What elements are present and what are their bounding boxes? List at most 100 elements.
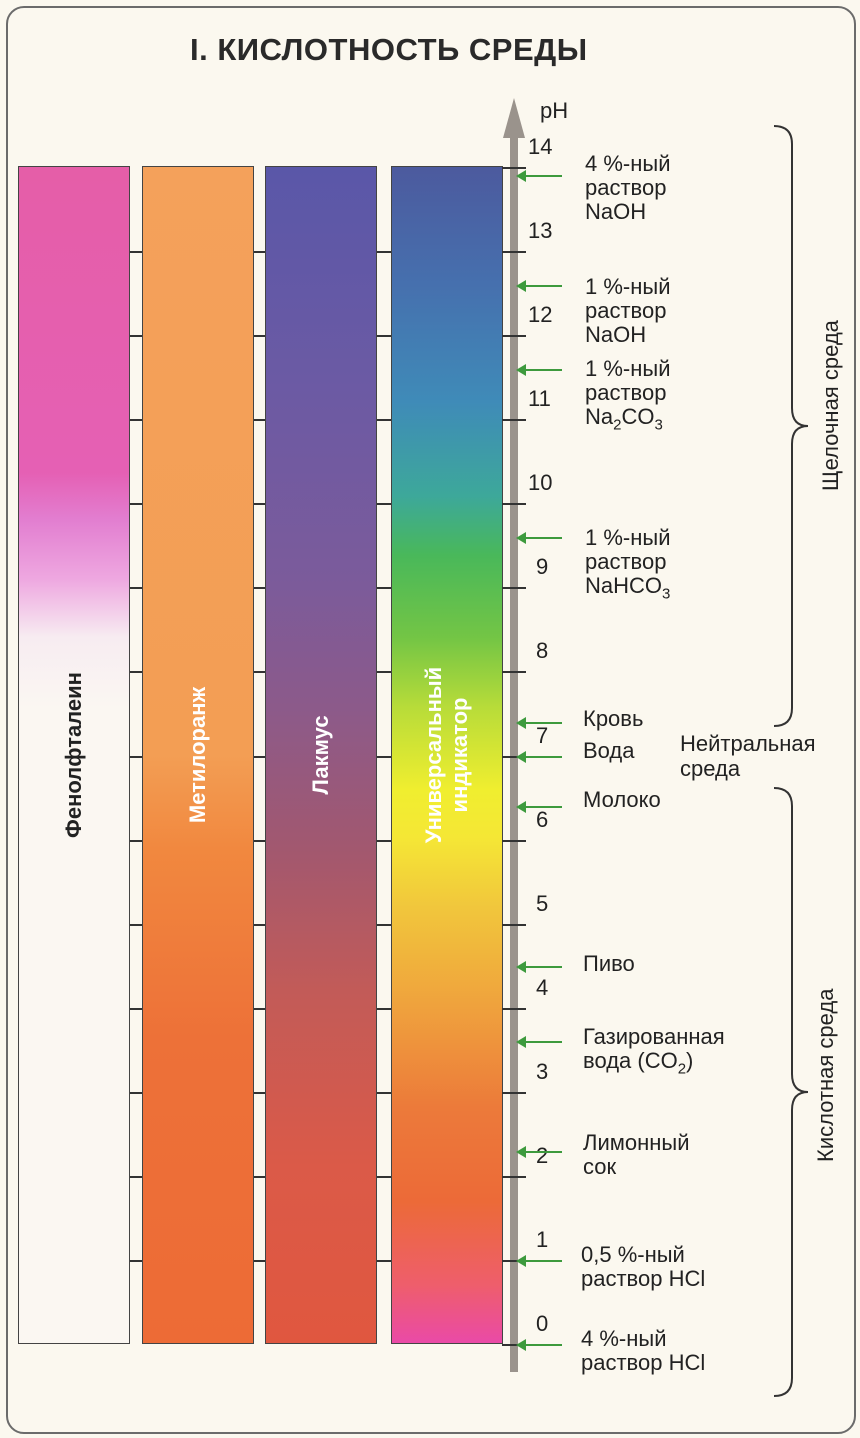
substance-arrow-icon [516, 1254, 562, 1267]
ph-tick-label-4: 4 [536, 974, 549, 1000]
strip-gap-tick [254, 923, 265, 926]
strip-gap-tick [130, 671, 142, 674]
substance-arrow-icon [516, 279, 562, 292]
strip-universal-indicator: Универсальный индикатор [391, 166, 503, 1344]
ph-tick-6 [502, 839, 526, 842]
ph-tick-label-13: 13 [528, 218, 553, 244]
neutral-region-label: Нейтральная среда [680, 731, 816, 781]
strip-gap-tick [254, 1007, 265, 1010]
ph-tick-9 [502, 587, 526, 590]
strip-gap-tick [130, 587, 142, 590]
strip-gap-tick [377, 503, 391, 506]
strip-gap-tick [377, 419, 391, 422]
strip-gap-tick [130, 755, 142, 758]
substance-arrow-icon [516, 363, 562, 376]
substance-soda: Газированная вода (CO2) [583, 1024, 725, 1078]
strip-gap-tick [130, 1091, 142, 1094]
ph-axis-label: pH [540, 98, 569, 123]
strip-gap-tick [254, 419, 265, 422]
ph-tick-label-5: 5 [536, 890, 549, 916]
strip-gap-tick [254, 335, 265, 338]
alkaline-brace [773, 125, 809, 727]
substance-arrow-icon [516, 1145, 562, 1158]
ph-tick-label-1: 1 [536, 1226, 549, 1252]
strip-gap-tick [377, 671, 391, 674]
strip-label-methyl-orange: Метилоранж [185, 686, 210, 824]
page-frame [6, 6, 856, 1434]
strip-gap-tick [130, 839, 142, 842]
ph-tick-label-10: 10 [528, 470, 553, 496]
ph-axis-arrow-icon [503, 98, 525, 138]
acidic-region-label: Кислотная среда [813, 988, 838, 1163]
ph-tick-12 [502, 335, 526, 338]
substance-arrow-icon [516, 960, 562, 973]
ph-tick-label-9: 9 [536, 554, 549, 580]
strip-gap-tick [254, 839, 265, 842]
substance-hcl-4: 4 %-ный раствор HCl [581, 1326, 706, 1375]
substance-arrow-icon [516, 800, 562, 813]
substance-arrow-icon [516, 1339, 562, 1351]
strip-gap-tick [377, 839, 391, 842]
strip-gap-tick [377, 587, 391, 590]
ph-tick-1 [502, 1259, 526, 1262]
strip-litmus: Лакмус [265, 166, 377, 1344]
ph-tick-label-8: 8 [536, 638, 549, 664]
ph-axis [510, 118, 518, 1372]
strip-gap-tick [254, 1091, 265, 1094]
strip-gap-tick [130, 1175, 142, 1178]
alkaline-region-label: Щелочная среда [818, 320, 843, 491]
substance-milk: Молоко [583, 787, 661, 812]
strip-gap-tick [377, 923, 391, 926]
ph-tick-label-2: 2 [536, 1142, 549, 1168]
strip-label-line-1: Универсальный [421, 666, 446, 844]
acidic-brace [773, 787, 809, 1397]
substance-naoh-4: 4 %-ный раствор NaOH [585, 151, 671, 224]
strip-methyl-orange: Метилоранж [142, 166, 254, 1344]
strip-gap-tick [254, 1175, 265, 1178]
ph-tick-8 [502, 671, 526, 674]
strip-gap-tick [254, 671, 265, 674]
substance-hcl-05: 0,5 %-ный раствор HCl [581, 1242, 706, 1291]
substance-nahco3: 1 %-ный раствор NaHCO3 [585, 525, 671, 603]
substance-arrow-icon [516, 750, 562, 763]
substance-lemon-juice: Лимонный сок [583, 1130, 690, 1179]
ph-tick-14 [502, 167, 526, 169]
ph-tick-11 [502, 419, 526, 422]
strip-gap-tick [130, 251, 142, 254]
strip-gap-tick [130, 419, 142, 422]
strip-label-line-2: индикатор [447, 697, 472, 813]
substance-blood: Кровь [583, 706, 644, 731]
ph-tick-7 [502, 755, 526, 758]
strip-gap-tick [130, 335, 142, 338]
strip-gap-tick [377, 1259, 391, 1262]
strip-gap-tick [130, 1259, 142, 1262]
strip-phenolphthalein: Фенолфталеин [18, 166, 130, 1344]
strip-gap-tick [254, 1259, 265, 1262]
ph-tick-label-6: 6 [536, 806, 549, 832]
ph-tick-label-12: 12 [528, 302, 553, 328]
ph-tick-label-3: 3 [536, 1058, 549, 1084]
strip-gap-tick [130, 923, 142, 926]
ph-tick-0 [502, 1344, 526, 1346]
substance-water: Вода [583, 738, 635, 763]
ph-tick-4 [502, 1007, 526, 1010]
ph-tick-3 [502, 1091, 526, 1094]
ph-tick-2 [502, 1175, 526, 1178]
ph-tick-10 [502, 503, 526, 506]
strip-gap-tick [130, 1007, 142, 1010]
ph-tick-label-0: 0 [536, 1311, 549, 1336]
strip-gap-tick [130, 503, 142, 506]
strip-label-universal-indicator: Универсальный индикатор [421, 667, 473, 843]
ph-tick-13 [502, 251, 526, 254]
strip-label-phenolphthalein: Фенолфталеин [61, 672, 86, 838]
strip-gap-tick [254, 587, 265, 590]
strip-gap-tick [377, 1175, 391, 1178]
strip-gap-tick [377, 755, 391, 758]
ph-tick-5 [502, 923, 526, 926]
strip-gap-tick [377, 1007, 391, 1010]
substance-naoh-1: 1 %-ный раствор NaOH [585, 274, 671, 347]
page-title: I. КИСЛОТНОСТЬ СРЕДЫ [190, 32, 588, 67]
substance-arrow-icon [516, 1036, 562, 1049]
substance-na2co3: 1 %-ный раствор Na2CO3 [585, 356, 671, 434]
strip-gap-tick [377, 1091, 391, 1094]
